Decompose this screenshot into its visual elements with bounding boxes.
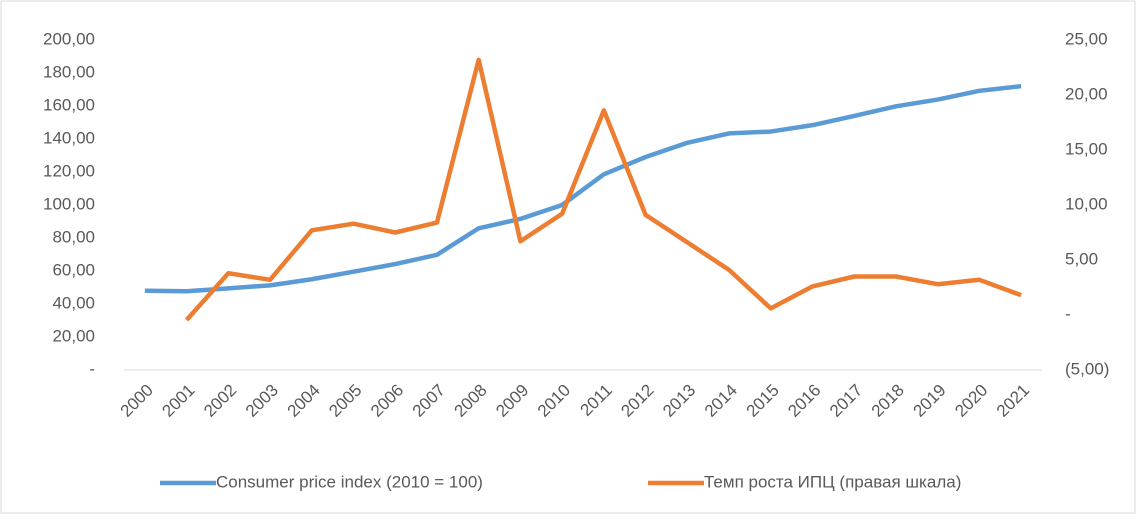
legend-label: Consumer price index (2010 = 100) — [216, 472, 483, 491]
y-tick-label: 100,00 — [43, 194, 95, 213]
y2-tick-label: 5,00 — [1065, 249, 1098, 268]
y-tick-label: 200,00 — [43, 29, 95, 48]
y-tick-label: 60,00 — [52, 260, 95, 279]
y2-tick-label: - — [1065, 304, 1071, 323]
legend-label: Темп роста ИПЦ (правая шкала) — [704, 472, 961, 491]
series-line — [184, 57, 1022, 322]
y-tick-label: 20,00 — [52, 326, 95, 345]
y2-tick-label: 20,00 — [1065, 84, 1108, 103]
y-tick-label: 180,00 — [43, 62, 95, 81]
y-tick-label: 120,00 — [43, 161, 95, 180]
y-tick-label: 160,00 — [43, 95, 95, 114]
y-tick-label: - — [89, 359, 95, 378]
y2-tick-label: (5,00) — [1065, 359, 1109, 378]
y-tick-label: 140,00 — [43, 128, 95, 147]
y-tick-label: 80,00 — [52, 227, 95, 246]
y2-tick-label: 10,00 — [1065, 194, 1108, 213]
y2-tick-label: 25,00 — [1065, 29, 1108, 48]
y2-tick-label: 15,00 — [1065, 139, 1108, 158]
y-tick-label: 40,00 — [52, 293, 95, 312]
series-line — [144, 83, 1022, 294]
